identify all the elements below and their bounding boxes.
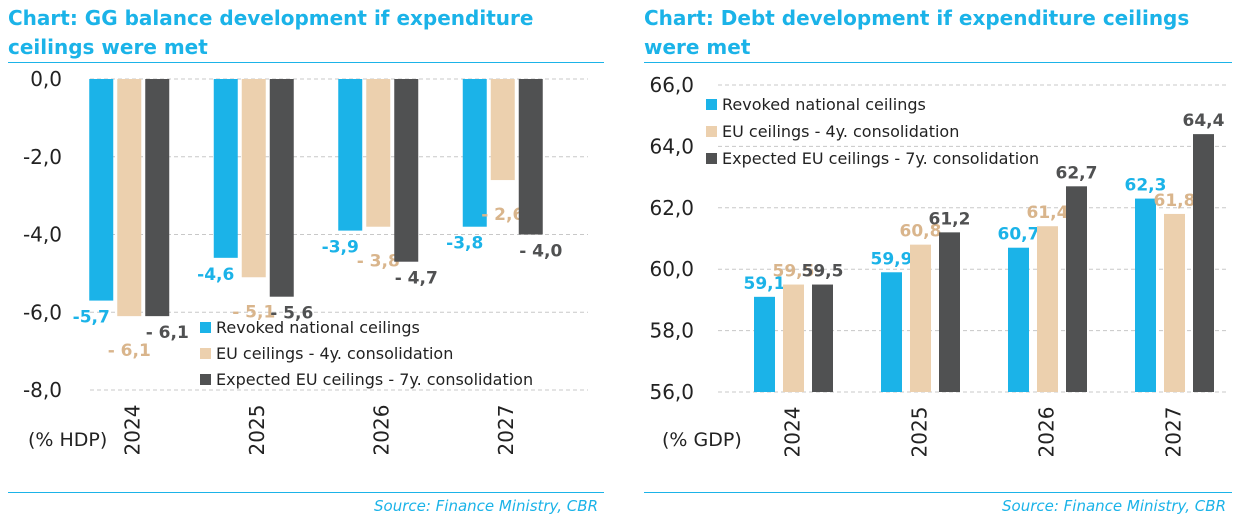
bar-eu4-2027 <box>1164 213 1185 392</box>
data-label-eu4-2026: - 3,8 <box>357 252 400 272</box>
data-label-eu4-2025: 60,8 <box>900 222 942 242</box>
bar-eu4-2025 <box>910 244 931 392</box>
bar-revoked-2027 <box>1135 198 1156 392</box>
x-tick-label: 2027 <box>494 405 518 456</box>
data-label-revoked-2025: 59,9 <box>871 249 913 269</box>
legend-label-revoked: Revoked national ceilings <box>216 318 420 337</box>
data-label-revoked-2027: -3,8 <box>446 234 483 254</box>
data-label-eu4-2026: 61,4 <box>1027 203 1069 223</box>
legend-swatch-eu4 <box>200 348 211 359</box>
legend-label-eu7: Expected EU ceilings - 7y. consolidation <box>722 149 1039 168</box>
y-tick-label: 66,0 <box>649 73 694 97</box>
data-label-eu7-2027: 64,4 <box>1183 111 1225 131</box>
y-tick-label: 62,0 <box>649 196 694 220</box>
data-label-eu7-2026: 62,7 <box>1056 163 1098 183</box>
balance-source-note: Source: Finance Ministry, CBR <box>374 497 598 515</box>
data-label-eu7-2025: 61,2 <box>929 209 971 229</box>
y-tick-label: -8,0 <box>23 378 62 402</box>
y-axis-unit-label: (% GDP) <box>662 429 742 451</box>
balance-chart-title: Chart: GG balance development if expendi… <box>8 6 534 59</box>
debt-source-note: Source: Finance Ministry, CBR <box>1002 497 1226 515</box>
data-label-eu7-2025: - 5,6 <box>270 304 313 324</box>
y-tick-label: 0,0 <box>30 67 62 91</box>
debt-chart-panel: Chart: Debt development if expenditure c… <box>636 0 1236 532</box>
data-label-revoked-2024: -5,7 <box>73 308 110 328</box>
bar-revoked-2024 <box>89 79 114 301</box>
y-tick-label: 58,0 <box>649 319 694 343</box>
bar-eu7-2024 <box>145 79 170 317</box>
legend-swatch-revoked <box>200 322 211 333</box>
x-tick-label: 2026 <box>369 405 393 456</box>
data-label-revoked-2026: 60,7 <box>998 225 1040 245</box>
bar-eu7-2027 <box>518 79 543 235</box>
bar-eu7-2026 <box>1066 186 1087 392</box>
debt-chart-title: Chart: Debt development if expenditure c… <box>644 6 1190 59</box>
legend-label-eu4: EU ceilings - 4y. consolidation <box>216 344 453 363</box>
debt-bottom-rule <box>644 492 1232 493</box>
bar-eu7-2027 <box>1193 134 1214 392</box>
x-tick-label: 2024 <box>781 407 805 458</box>
data-label-eu4-2025: - 5,1 <box>232 302 275 322</box>
data-label-eu4-2027: 61,8 <box>1154 191 1196 211</box>
bar-eu7-2024 <box>812 284 833 392</box>
bar-eu4-2027 <box>490 79 515 181</box>
x-tick-label: 2024 <box>120 405 144 456</box>
balance-chart-panel: Chart: GG balance development if expendi… <box>0 0 608 532</box>
y-axis-unit-label: (% HDP) <box>28 429 107 451</box>
bar-eu4-2026 <box>1037 226 1058 392</box>
x-tick-label: 2027 <box>1162 407 1186 458</box>
legend-swatch-revoked <box>706 99 717 110</box>
bar-eu7-2025 <box>269 79 294 297</box>
debt-chart: 66,064,062,060,058,056,059,159,559,52024… <box>649 73 1226 458</box>
balance-title-rule <box>8 62 604 63</box>
data-label-eu7-2024: - 6,1 <box>146 323 189 343</box>
data-label-revoked-2026: -3,9 <box>322 238 359 258</box>
legend-label-eu7: Expected EU ceilings - 7y. consolidation <box>216 370 533 389</box>
legend-swatch-eu7 <box>706 153 717 164</box>
data-label-revoked-2025: -4,6 <box>197 265 234 285</box>
legend-swatch-eu7 <box>200 374 211 385</box>
bar-revoked-2026 <box>338 79 363 231</box>
data-label-eu7-2026: - 4,7 <box>395 269 438 289</box>
bar-eu4-2025 <box>241 79 266 278</box>
bar-eu4-2024 <box>117 79 142 317</box>
data-label-eu7-2027: - 4,0 <box>519 242 562 262</box>
x-tick-label: 2025 <box>908 407 932 458</box>
x-tick-label: 2026 <box>1035 407 1059 458</box>
y-tick-label: 64,0 <box>649 134 694 158</box>
y-tick-label: -6,0 <box>23 300 62 324</box>
legend-label-revoked: Revoked national ceilings <box>722 95 926 114</box>
x-tick-label: 2025 <box>245 405 269 456</box>
data-label-revoked-2024: 59,1 <box>744 274 786 294</box>
y-tick-label: -4,0 <box>23 223 62 247</box>
data-label-eu4-2027: - 2,6 <box>481 205 524 225</box>
debt-title-rule <box>644 62 1232 63</box>
bar-eu7-2025 <box>939 232 960 392</box>
bar-revoked-2025 <box>213 79 238 258</box>
bar-eu4-2024 <box>783 284 804 392</box>
bar-revoked-2025 <box>881 272 902 392</box>
balance-bottom-rule <box>8 492 604 493</box>
bar-revoked-2026 <box>1008 247 1029 392</box>
bar-revoked-2027 <box>462 79 487 227</box>
balance-chart: 0,0 -2,0 -4,0 -6,0 -8,0 -5,7 - 6,1- 6,1 2024 -4,… <box>23 67 588 456</box>
legend-swatch-eu4 <box>706 126 717 137</box>
y-tick-label: 60,0 <box>649 257 694 281</box>
bar-eu4-2026 <box>366 79 391 227</box>
y-tick-label: 56,0 <box>649 380 694 404</box>
y-tick-label: -2,0 <box>23 145 62 169</box>
data-label-eu7-2024: 59,5 <box>802 262 844 282</box>
data-label-eu4-2024: 59,5 <box>773 262 815 282</box>
bar-eu7-2026 <box>394 79 419 262</box>
data-label-revoked-2027: 62,3 <box>1125 176 1167 196</box>
data-label-eu4-2024: - 6,1 <box>108 341 151 361</box>
legend-label-eu4: EU ceilings - 4y. consolidation <box>722 122 959 141</box>
bar-revoked-2024 <box>754 296 775 392</box>
